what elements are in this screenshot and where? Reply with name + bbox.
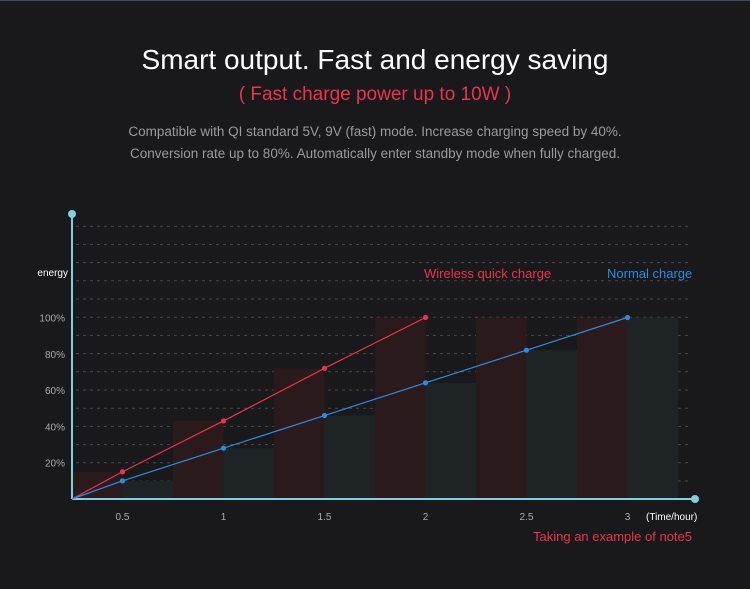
bar-wireless: [274, 368, 325, 499]
y-axis-label: energy: [37, 268, 68, 279]
y-tick-label: 100%: [39, 314, 65, 325]
bar-normal: [627, 317, 678, 499]
normal-charge-point: [523, 347, 530, 353]
x-tick-label: 1.5: [318, 512, 332, 523]
legend-wireless-quick-charge: Wireless quick charge: [424, 266, 551, 281]
bar-normal: [122, 480, 173, 499]
description-line-2: Conversion rate up to 80%. Automatically…: [129, 146, 621, 161]
x-axis-end-dot: [691, 495, 699, 503]
top-border: [0, 0, 750, 1]
wireless-charge-point: [220, 418, 227, 424]
normal-charge-point: [321, 412, 328, 419]
normal-charge-point: [624, 314, 631, 321]
legend-normal-charge: Normal charge: [607, 266, 692, 281]
wireless-charge-point: [321, 365, 328, 371]
x-tick-label: 2: [423, 512, 429, 523]
wireless-charge-point: [119, 469, 126, 475]
y-tick-label: 20%: [45, 459, 65, 470]
chart-note: Taking an example of note5: [533, 529, 692, 544]
page-subtitle: ( Fast charge power up to 10W ): [238, 84, 512, 105]
bar-normal: [526, 350, 577, 499]
y-tick-label: 80%: [45, 350, 65, 361]
page-title: Smart output. Fast and energy saving: [141, 44, 609, 75]
bar-wireless: [577, 317, 628, 499]
x-tick-label: 1: [221, 512, 227, 523]
bar-normal: [223, 448, 274, 499]
normal-charge-point: [220, 445, 227, 451]
y-tick-label: 60%: [45, 386, 65, 397]
x-axis-label: (Time/hour): [646, 512, 697, 523]
y-tick-label: 40%: [45, 422, 65, 433]
bar-normal: [425, 382, 476, 499]
wireless-charge-point: [422, 314, 429, 321]
bar-wireless: [173, 420, 224, 499]
bar-normal: [324, 415, 375, 499]
y-axis-end-dot: [68, 210, 76, 218]
bar-wireless: [476, 317, 527, 499]
normal-charge-point: [422, 380, 429, 386]
bar-wireless: [375, 317, 426, 499]
x-tick-label: 3: [625, 512, 631, 523]
normal-charge-point: [119, 478, 126, 484]
description: Compatible with QI standard 5V, 9V (fast…: [0, 121, 750, 165]
x-tick-label: 0.5: [116, 512, 130, 523]
x-tick-label: 2.5: [520, 512, 534, 523]
description-line-1: Compatible with QI standard 5V, 9V (fast…: [128, 124, 622, 139]
